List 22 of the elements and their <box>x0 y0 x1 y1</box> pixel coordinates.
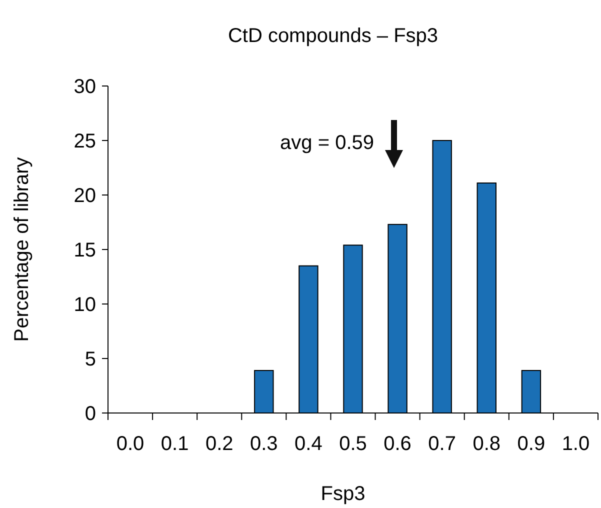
x-tick-label: 0.7 <box>428 433 456 455</box>
y-tick-label: 0 <box>84 403 96 425</box>
x-tick-label: 0.8 <box>472 433 501 455</box>
x-tick-label: 0.0 <box>116 433 144 455</box>
x-tick-label: 0.4 <box>294 433 322 455</box>
x-tick-label: 0.1 <box>160 433 189 455</box>
x-tick-label: 0.6 <box>384 433 412 455</box>
y-tick-label: 25 <box>74 130 96 152</box>
x-tick-label: 0.5 <box>339 433 367 455</box>
y-axis-title: Percentage of library <box>11 157 33 342</box>
annotation: avg = 0.59 <box>280 132 374 154</box>
x-tick-label: 0.9 <box>517 433 546 455</box>
x-tick-label: 0.2 <box>205 433 234 455</box>
chart-title: CtD compounds – Fsp3 <box>228 25 438 47</box>
y-tick-label: 30 <box>74 76 96 98</box>
y-tick-label: 20 <box>74 185 96 207</box>
y-tick-label: 15 <box>74 240 96 262</box>
x-tick-label: 0.3 <box>250 433 278 455</box>
y-tick-label: 10 <box>74 294 96 316</box>
y-tick-label: 5 <box>84 348 96 370</box>
x-axis-title: Fsp3 <box>320 483 366 505</box>
x-tick-label: 1.0 <box>562 433 590 455</box>
